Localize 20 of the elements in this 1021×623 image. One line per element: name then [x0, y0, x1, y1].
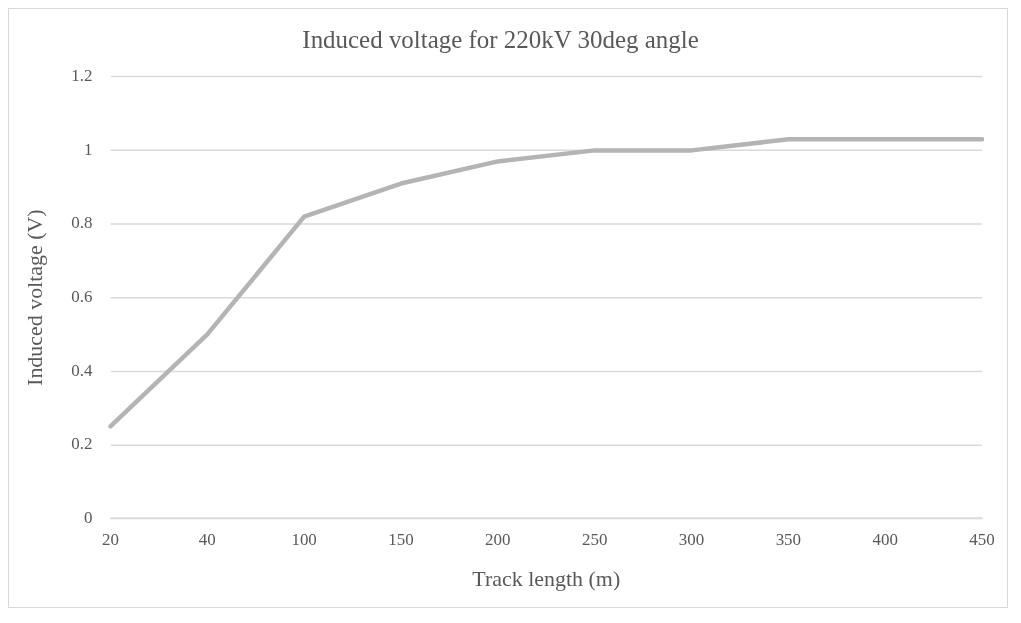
y-tick-label: 0.2 [71, 434, 93, 454]
y-axis-title: Induced voltage (V) [21, 209, 47, 386]
y-tick-label: 0 [84, 507, 93, 527]
x-tick-label: 400 [872, 530, 898, 550]
x-axis-title: Track length (m) [472, 565, 621, 591]
x-tick-label: 200 [485, 530, 511, 550]
x-tick-label: 150 [388, 530, 414, 550]
x-tick-label: 450 [969, 530, 995, 550]
x-tick-label: 40 [198, 530, 216, 550]
x-tick-label: 300 [678, 530, 705, 550]
x-tick-label: 250 [581, 530, 608, 550]
y-tick-label: 0.4 [71, 360, 94, 380]
y-tick-label: 0.8 [71, 213, 93, 233]
y-tick-label: 0.6 [71, 287, 93, 307]
chart-title: Induced voltage for 220kV 30deg angle [302, 26, 699, 54]
x-tick-label: 350 [775, 530, 802, 550]
x-tick-label: 20 [101, 530, 119, 550]
y-tick-label: 1.2 [71, 66, 93, 86]
y-tick-label: 1 [84, 139, 93, 159]
x-tick-label: 100 [291, 530, 317, 550]
